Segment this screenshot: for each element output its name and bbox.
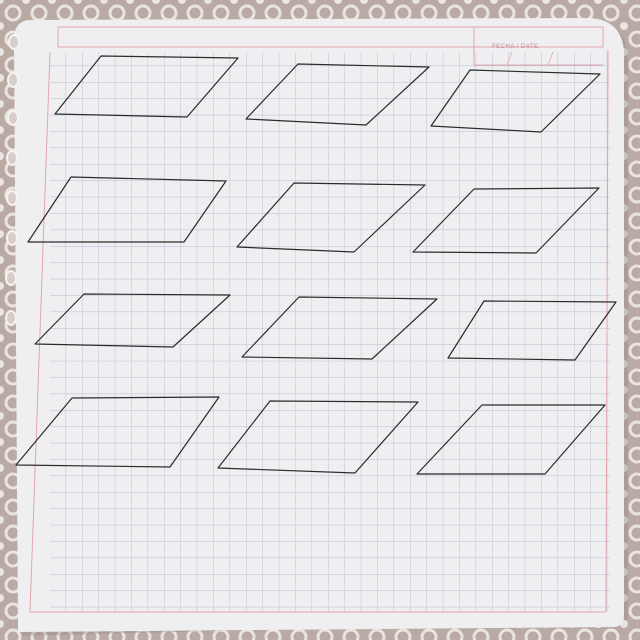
parallelogram-r3-c2 [241,296,438,360]
parallelogram-r2-c1 [27,176,227,243]
parallelogram-r3-c1 [34,293,231,348]
parallelogram-r4-c2 [217,400,419,474]
parallelogram-r4-c1 [15,396,220,468]
parallelogram-r3-c3 [447,300,617,361]
parallelogram-r1-c1 [54,55,239,118]
grid-lines [50,52,610,612]
parallelogram-r1-c2 [245,63,430,126]
date-slash-2 [547,51,554,66]
parallelogram-r4-c3 [416,404,606,475]
date-slash-1 [506,51,513,66]
date-label: FECHA / DATE [492,44,539,50]
left-margin-line [29,51,51,613]
spiral-binding [5,34,20,326]
header-box [57,26,604,48]
parallelogram-r1-c3 [430,69,601,133]
right-margin-line [605,49,609,613]
parallelogram-drawings [15,55,617,475]
parallelogram-r2-c3 [412,187,600,254]
parallelogram-r2-c2 [236,182,426,253]
